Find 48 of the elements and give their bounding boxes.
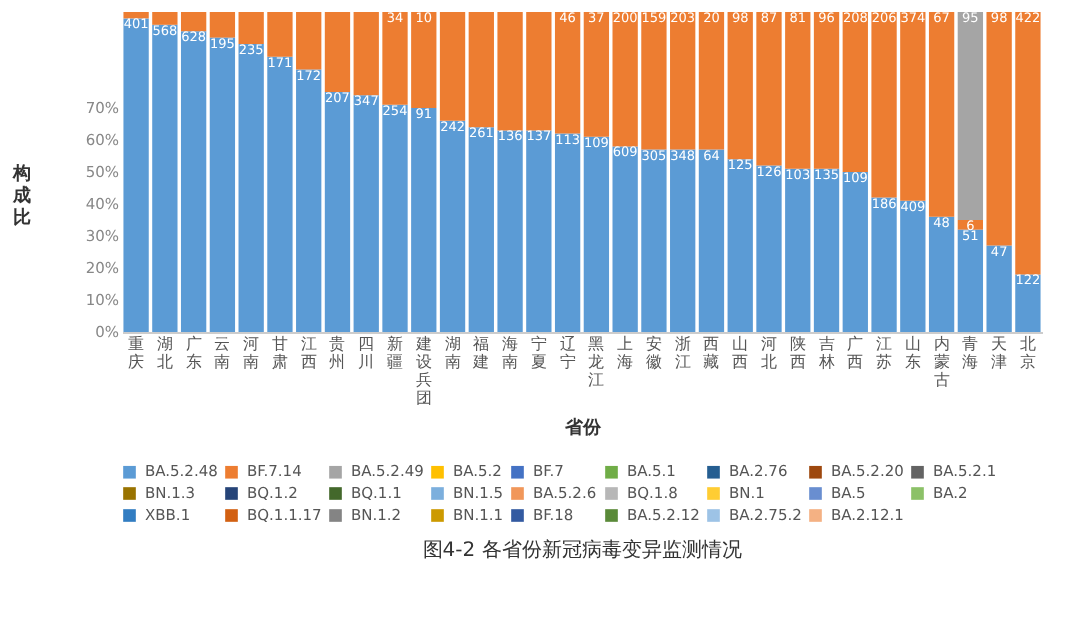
bar <box>439 12 466 121</box>
x-tick-label: 湖南 <box>444 335 461 371</box>
bar <box>209 12 236 38</box>
x-tick-label: 建设兵团 <box>413 335 432 407</box>
x-tick-label: 安徽 <box>645 335 662 371</box>
x-tick-label: 陕西 <box>789 335 806 371</box>
x-tick-label: 广东 <box>185 335 202 371</box>
bar <box>439 120 466 332</box>
bar <box>324 12 351 92</box>
x-tick-label: 北京 <box>1019 335 1036 371</box>
x-tick-label: 重庆 <box>128 335 145 371</box>
x-tick-label: 黑龙江 <box>588 335 605 389</box>
x-tick-label: 云南 <box>214 335 231 371</box>
bar <box>957 12 984 220</box>
x-tick-label: 海南 <box>502 335 519 371</box>
bar <box>928 216 955 332</box>
x-tick-label: 江苏 <box>876 335 893 371</box>
x-tick-label: 广西 <box>847 335 864 371</box>
x-tick-label: 吉林 <box>816 335 835 371</box>
x-tick-label: 山东 <box>904 335 921 371</box>
x-tick-label: 浙江 <box>674 335 691 371</box>
x-axis-title: 省份 <box>563 417 603 439</box>
x-tick-label: 江西 <box>300 335 317 371</box>
x-tick-label: 四川 <box>358 335 375 371</box>
x-tick-label: 福建 <box>471 335 490 371</box>
x-tick-label: 山西 <box>732 335 749 371</box>
bar <box>698 12 725 150</box>
bar <box>813 168 840 332</box>
x-tick-label: 河北 <box>760 335 777 371</box>
x-tick-label: 宁夏 <box>530 335 547 371</box>
x-tick-label: 湖北 <box>156 335 173 371</box>
bar <box>813 12 840 169</box>
x-tick-label: 天津 <box>991 335 1008 371</box>
x-tick-label: 上海 <box>617 335 634 371</box>
bar <box>209 37 236 332</box>
bar <box>698 149 725 332</box>
x-tick-label: 青海 <box>962 335 979 371</box>
x-tick-label: 西藏 <box>703 335 720 371</box>
y-axis-title: 构成比 <box>10 163 31 229</box>
x-tick-label: 辽宁 <box>559 335 576 371</box>
x-tick-label: 河南 <box>243 335 260 371</box>
bar <box>928 12 955 217</box>
x-tick-label: 贵州 <box>329 335 346 371</box>
x-tick-label: 甘肃 <box>271 335 288 371</box>
x-tick-label: 新疆 <box>387 335 404 371</box>
x-tick-label: 内蒙古 <box>933 335 950 389</box>
text: 图4-2 各省份新冠病毒变异监测情况 <box>422 538 742 562</box>
bar <box>324 92 351 332</box>
